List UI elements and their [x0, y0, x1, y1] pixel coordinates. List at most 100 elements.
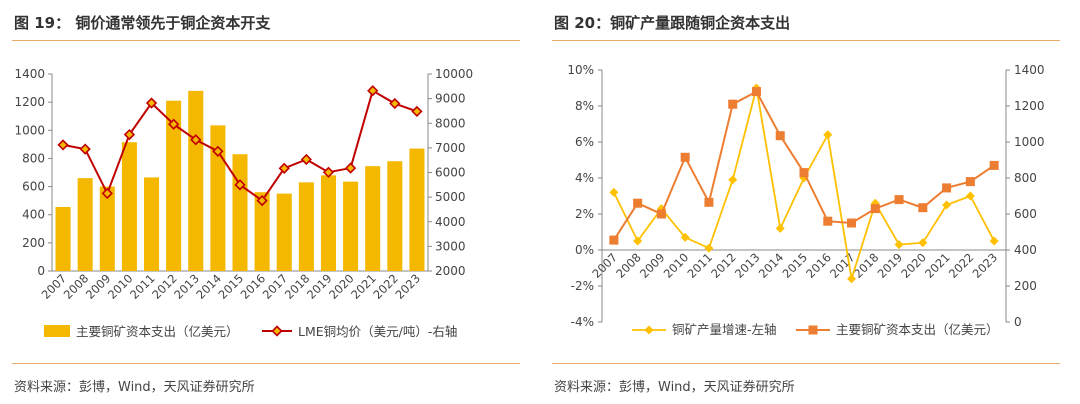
- y-right-tick-label: 2000: [435, 264, 466, 278]
- y-right-tick-label: 3000: [435, 239, 466, 253]
- lme-point-2012: [168, 118, 180, 130]
- x-tick-label: 2022: [370, 271, 401, 302]
- y-left-tick-label: 0: [37, 264, 45, 278]
- y-left-tick-label: 6%: [575, 135, 594, 149]
- capex-point-2007: [609, 235, 619, 245]
- capex-point-2010: [680, 152, 690, 162]
- x-tick-label: 2023: [392, 271, 423, 302]
- growth-point-2008: [633, 236, 643, 246]
- lme-point-2008: [79, 143, 91, 155]
- right-panel: 图 20：铜矿产量跟随铜企资本支出 -4% -2% 0% 2% 4% 6% 8% 10% 0 20…: [540, 0, 1080, 404]
- capex-point-2011: [704, 197, 714, 207]
- growth-point-2022: [965, 191, 975, 201]
- y-right-tick-label: 600: [1014, 207, 1037, 221]
- y-left-tick-label: 800: [22, 151, 45, 165]
- legend-capex-label: 主要铜矿资本支出（亿美元）: [836, 322, 999, 337]
- title-divider: [552, 40, 1060, 41]
- capex-point-2014: [775, 131, 785, 141]
- lme-point-2016: [256, 194, 268, 207]
- x-tick-label: 2022: [946, 250, 977, 281]
- y-left-tick-label: -4%: [571, 315, 594, 329]
- x-tick-label: 2023: [970, 250, 1001, 281]
- x-tick-label: 2016: [238, 271, 269, 302]
- bar-2022: [387, 161, 403, 271]
- chart-title: 图 20：铜矿产量跟随铜企资本支出: [554, 14, 791, 32]
- y-right-tick-label: 9000: [435, 92, 466, 106]
- lme-point-2019: [322, 166, 335, 178]
- growth-point-2016: [823, 130, 833, 140]
- bar-2012: [166, 100, 182, 271]
- capex-line: [613, 90, 995, 241]
- growth-point-2019: [894, 240, 904, 250]
- y-right-tick-label: 0: [1014, 315, 1022, 329]
- lme-point-2017: [278, 162, 290, 174]
- capex-point-2009: [656, 209, 666, 219]
- bar-2020: [343, 181, 359, 271]
- bar-2015: [232, 154, 248, 271]
- lme-point-2015: [234, 179, 246, 191]
- y-right-tick-label: 4000: [435, 215, 466, 229]
- y-left-tick-label: 200: [22, 236, 45, 250]
- x-tick-label: 2008: [61, 271, 92, 302]
- y-right-tick-label: 400: [1014, 243, 1037, 257]
- y-left-tick-label: 0%: [575, 243, 594, 257]
- x-tick-label: 2015: [216, 271, 247, 302]
- capex-point-2012: [728, 99, 738, 109]
- y-left-tick-label: -2%: [571, 279, 594, 293]
- y-right-tick-label: 7000: [435, 141, 466, 155]
- left-panel: 图 19： 铜价通常领先于铜企资本开支 0 200 400 600 800 1000 120…: [12, 14, 520, 395]
- legend-growth-label: 铜矿产量增速-左轴: [672, 322, 777, 337]
- legend-capex-marker: [808, 325, 818, 335]
- growth-point-2010: [680, 232, 690, 242]
- x-tick-label: 2019: [304, 271, 335, 302]
- source-divider: [552, 363, 1060, 364]
- lme-point-2022: [389, 97, 401, 110]
- capex-point-2017: [847, 218, 857, 228]
- x-tick-label: 2021: [922, 250, 953, 281]
- legend-line-marker: [271, 325, 283, 337]
- capex-point-2021: [942, 183, 952, 193]
- bar-2009: [99, 186, 115, 271]
- x-tick-label: 2013: [732, 250, 763, 281]
- lme-point-2018: [300, 153, 312, 166]
- x-tick-label: 2017: [260, 271, 291, 302]
- y-left-tick-label: 1200: [14, 95, 45, 109]
- y-right-tick-label: 8000: [435, 116, 466, 130]
- lme-point-2007: [57, 139, 69, 151]
- x-tick-label: 2011: [684, 250, 715, 281]
- x-tick-label: 2015: [780, 250, 811, 281]
- x-tick-label: 2011: [127, 271, 158, 302]
- bar-2018: [298, 182, 314, 271]
- lme-point-2010: [123, 128, 136, 141]
- y-left-tick-label: 400: [22, 208, 45, 222]
- capex-point-2016: [823, 216, 833, 226]
- growth-point-2014: [775, 223, 785, 233]
- mine-output-capex-chart: -4% -2% 0% 2% 4% 6% 8% 10% 0 200 400 600 800 1000 1200…: [567, 63, 1044, 337]
- growth-point-2017: [847, 274, 857, 284]
- growth-point-2021: [942, 200, 952, 210]
- bar-2023: [409, 148, 425, 271]
- capex-point-2023: [989, 160, 999, 170]
- x-tick-label: 2010: [105, 271, 136, 302]
- x-tick-label: 2014: [193, 271, 224, 302]
- growth-point-2012: [728, 175, 738, 185]
- x-tick-label: 2016: [803, 250, 834, 281]
- x-tick-label: 2010: [661, 250, 692, 281]
- y-left-tick-label: 10%: [567, 63, 594, 77]
- y-right-tick-label: 800: [1014, 171, 1037, 185]
- lme-point-2021: [367, 85, 379, 97]
- bar-2021: [365, 166, 381, 271]
- legend-bar-swatch: [44, 325, 70, 337]
- y-right-tick-label: 5000: [435, 190, 466, 204]
- x-tick-label: 2012: [708, 250, 739, 281]
- capex-point-2019: [894, 195, 904, 205]
- y-left-tick-label: 1000: [14, 123, 45, 137]
- x-tick-label: 2013: [171, 271, 202, 302]
- copper-price-capex-chart: 0 200 400 600 800 1000 1200 1400 2000 3000 4000 500…: [14, 67, 473, 339]
- lme-point-2020: [344, 162, 357, 174]
- legend-bar-label: 主要铜矿资本支出（亿美元）: [76, 324, 239, 339]
- lme-point-2011: [145, 97, 158, 109]
- x-tick-label: 2009: [83, 271, 114, 302]
- capex-point-2018: [870, 204, 880, 214]
- x-tick-label: 2020: [898, 250, 929, 281]
